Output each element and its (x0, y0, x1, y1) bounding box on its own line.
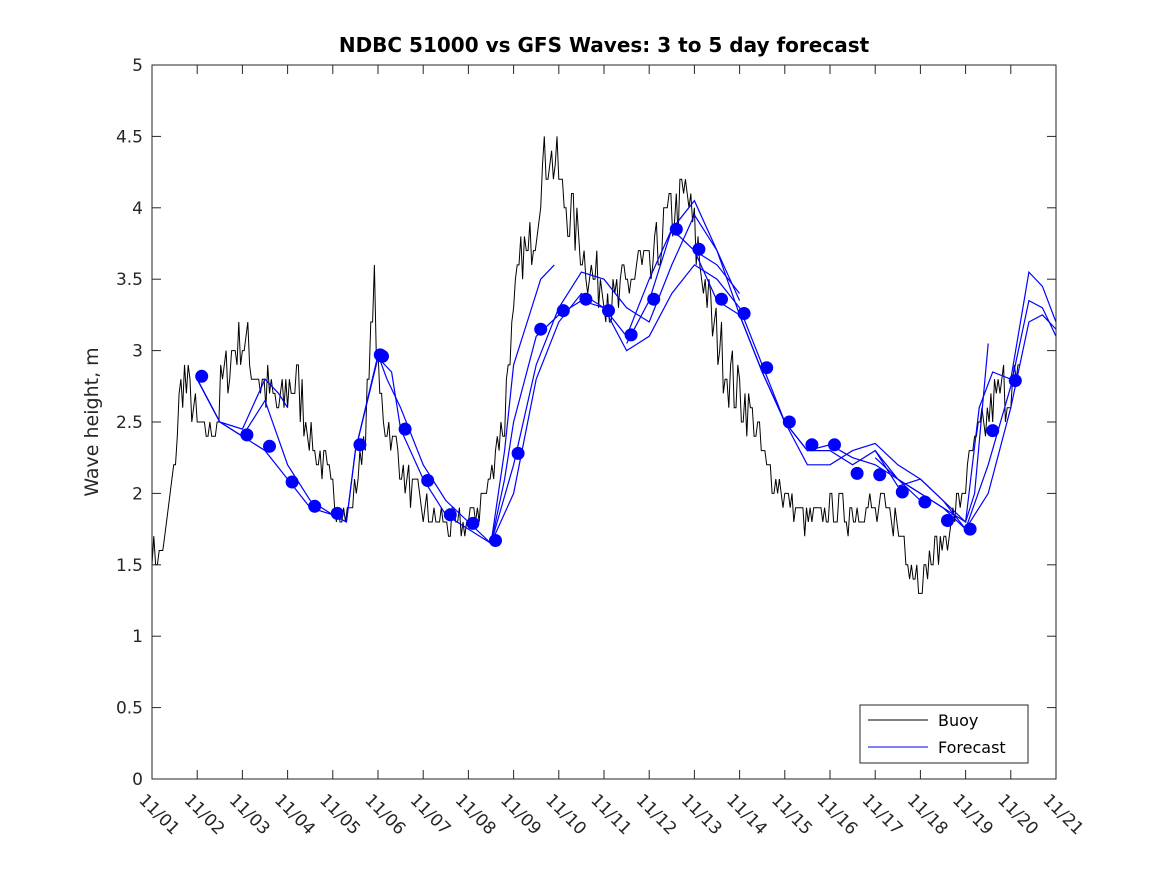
legend-forecast-label: Forecast (938, 738, 1006, 757)
legend: Buoy Forecast (859, 704, 1029, 764)
forecast-point (308, 499, 322, 513)
y-tick-label: 2.5 (116, 413, 143, 433)
forecast-point (602, 304, 615, 318)
forecast-point (986, 424, 1000, 438)
forecast-point (489, 534, 502, 547)
forecast-point (782, 415, 796, 429)
forecast-point (669, 222, 683, 236)
y-tick-label: 4.5 (116, 127, 143, 147)
chart-title: NDBC 51000 vs GFS Waves: 3 to 5 day fore… (339, 33, 870, 57)
forecast-point (941, 514, 954, 527)
y-tick-label: 3 (132, 342, 143, 362)
forecast-point (443, 508, 457, 522)
forecast-series-line (874, 299, 1056, 531)
forecast-point (398, 422, 412, 436)
forecast-point (805, 438, 819, 452)
forecast-point (850, 466, 864, 480)
forecast-point (828, 438, 841, 452)
y-tick-label: 1 (132, 627, 143, 647)
forecast-point (534, 322, 548, 336)
forecast-point (240, 428, 254, 442)
y-tick-label: 1.5 (116, 556, 143, 576)
forecast-point (760, 361, 774, 375)
legend-box (859, 704, 1029, 764)
forecast-series-line (693, 250, 989, 524)
forecast-point (556, 304, 570, 318)
forecast-point (376, 349, 389, 363)
plot-frame (151, 64, 1057, 780)
forecast-point (963, 522, 977, 536)
forecast-point (737, 307, 751, 320)
y-tick-label: 0.5 (116, 699, 143, 719)
legend-buoy-label: Buoy (938, 711, 978, 730)
forecast-point (647, 292, 661, 306)
forecast-point (1008, 374, 1022, 388)
forecast-point (263, 439, 276, 453)
y-tick-label: 3.5 (116, 270, 143, 290)
forecast-point (918, 495, 932, 509)
forecast-point (873, 468, 887, 482)
forecast-point (579, 292, 593, 306)
forecast-point (330, 506, 344, 520)
plot-area (152, 65, 1056, 779)
forecast-point (421, 474, 435, 487)
forecast-point (353, 438, 367, 452)
y-tick-label: 0 (132, 770, 143, 790)
forecast-point (895, 485, 909, 499)
forecast-point (466, 516, 480, 530)
forecast-point (511, 446, 525, 460)
forecast-point (715, 292, 728, 306)
y-tick-label: 5 (132, 56, 143, 76)
forecast-point (692, 242, 706, 256)
forecast-point (195, 369, 209, 383)
y-tick-label: 2 (132, 484, 143, 504)
y-tick-label: 4 (132, 199, 143, 219)
y-axis-label: Wave height, m (81, 347, 103, 496)
buoy-series-line (152, 136, 1020, 594)
forecast-point (624, 328, 638, 342)
forecast-series-line (490, 213, 741, 544)
forecast-point (285, 475, 299, 489)
forecast-series-line (874, 314, 1056, 531)
